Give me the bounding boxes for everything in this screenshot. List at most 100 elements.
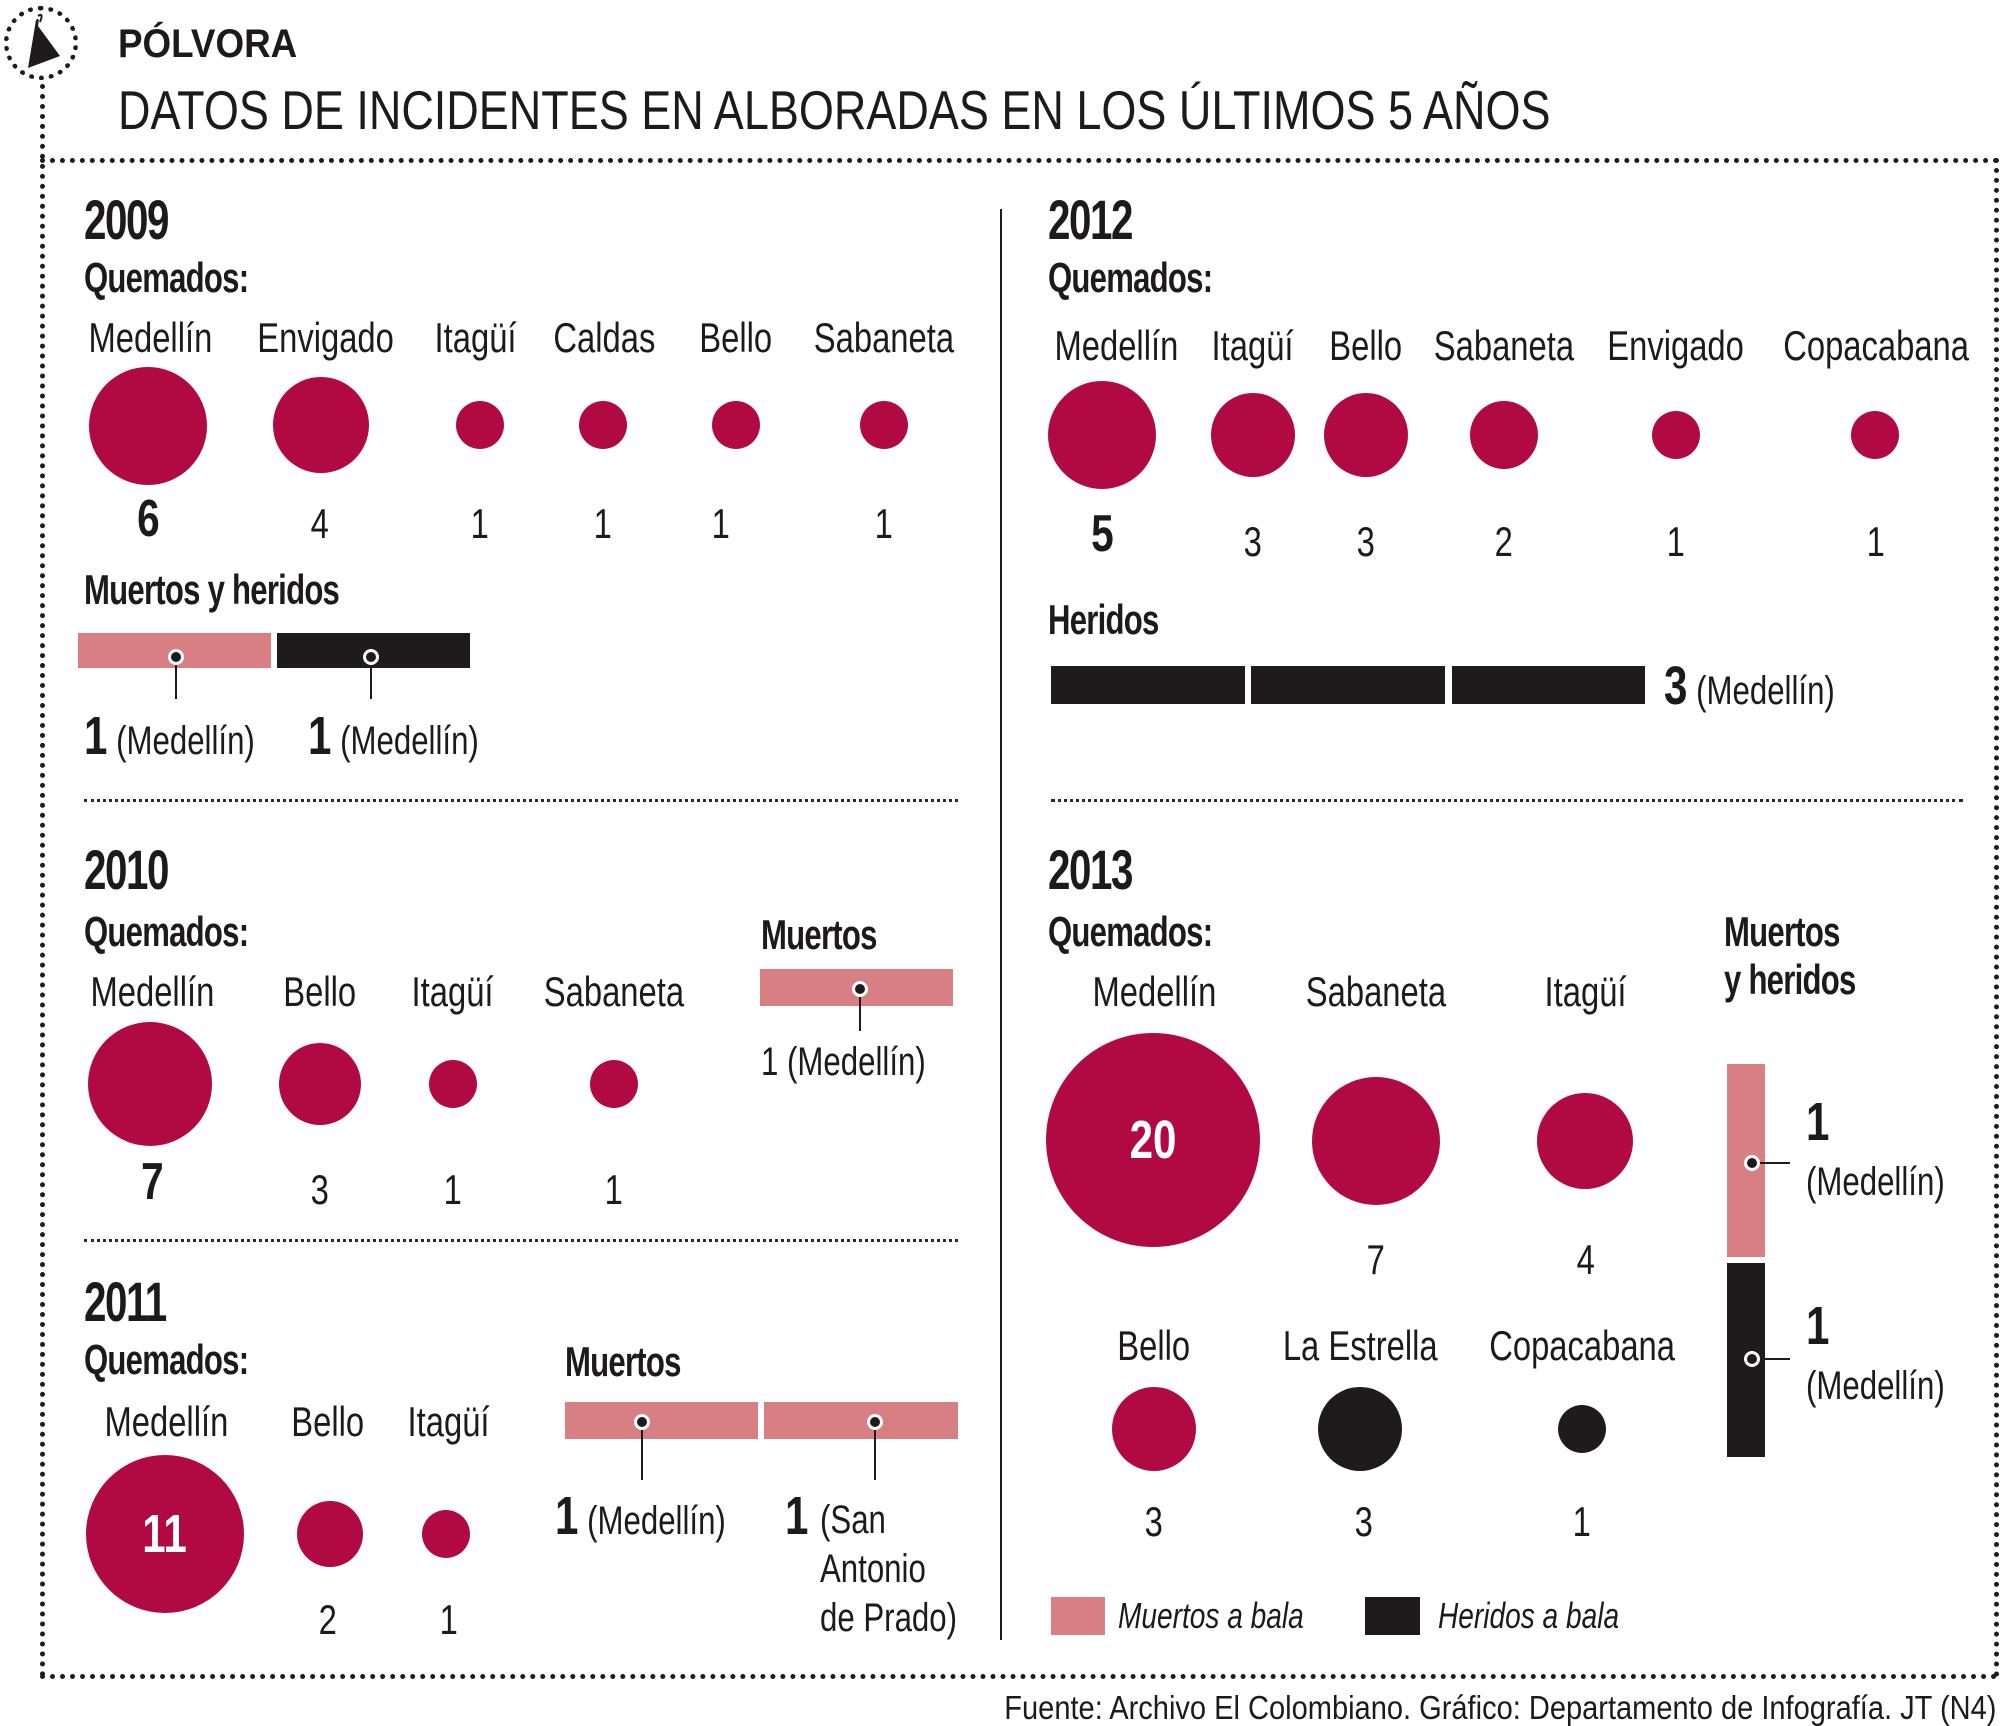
bubble-sabaneta	[1470, 401, 1538, 469]
bubble-la-estrella	[1318, 1387, 1402, 1471]
pin-line	[175, 665, 177, 699]
value-label: 3	[1144, 1498, 1164, 1545]
muertos-note: 1 (Medellín)	[555, 1486, 726, 1546]
page-title: DATOS DE INCIDENTES EN ALBORADAS EN LOS …	[118, 80, 1869, 140]
pin-line	[370, 665, 372, 699]
city-label: Bello	[1329, 322, 1403, 369]
muertos-note-san-antonio: 1	[785, 1486, 809, 1546]
bubble-medellin: 11	[86, 1455, 244, 1613]
frame-bottom	[40, 1674, 1998, 1679]
legend-swatch-heridos	[1365, 1597, 1420, 1635]
bubble-envigado	[273, 377, 369, 473]
quemados-heading: Quemados:	[1048, 908, 1213, 955]
bubble-envigado	[1652, 411, 1700, 459]
city-label: Itagüí	[412, 968, 494, 1015]
city-label: Medellín	[104, 1398, 228, 1445]
muertos-note-place: (Medellín)	[1806, 1160, 1945, 1204]
bubble-sabaneta	[1312, 1077, 1440, 1205]
column-divider	[1000, 209, 1002, 1640]
place-line: Antonio	[820, 1547, 926, 1591]
value-label: 3	[1356, 518, 1376, 565]
city-label: Medellín	[1092, 968, 1216, 1015]
bubble-itagui	[422, 1510, 470, 1558]
bubble-value: 20	[1129, 1110, 1177, 1170]
bubble-caldas	[579, 401, 627, 449]
source-text: Fuente: Archivo El Colombiano. Gráfico: …	[1003, 1689, 1996, 1726]
value-label: 1	[439, 1596, 459, 1643]
muertos-note: 1 (Medellín)	[84, 706, 255, 766]
pin-dot	[852, 981, 868, 997]
legend-label-muertos: Muertos a bala	[1118, 1595, 1304, 1636]
value-label: 1	[593, 500, 613, 547]
bubble-sabaneta	[590, 1060, 638, 1108]
value-label: 1	[1866, 518, 1886, 565]
bubble-medellin: 20	[1046, 1033, 1260, 1247]
bubble-itagui	[429, 1060, 477, 1108]
city-label: Caldas	[553, 314, 655, 361]
city-label: Itagüí	[1212, 322, 1294, 369]
year-heading: 2012	[1048, 188, 1133, 251]
city-label: Bello	[1117, 1322, 1191, 1369]
bubble-bello	[712, 401, 760, 449]
pin-line	[859, 997, 861, 1031]
heridos-note-num: 1	[1806, 1296, 1830, 1356]
heridos-note: 3 (Medellín)	[1664, 656, 1835, 716]
place-line: (San	[820, 1498, 886, 1542]
muertos-heridos-heading: y heridos	[1724, 956, 1856, 1003]
value-label: 1	[1572, 1498, 1592, 1545]
city-label: Itagüí	[1545, 968, 1627, 1015]
bubble-medellin	[88, 1022, 212, 1146]
source-footer: Fuente: Archivo El Colombiano. Gráfico: …	[869, 1690, 1996, 1726]
city-label: Medellín	[1054, 322, 1178, 369]
value-label: 1	[711, 500, 731, 547]
quemados-heading: Quemados:	[84, 256, 306, 300]
title-text: DATOS DE INCIDENTES EN ALBORADAS EN LOS …	[118, 79, 1551, 141]
heridos-note: 1 (Medellín)	[308, 706, 479, 766]
city-label: Envigado	[257, 314, 395, 361]
legend-label-heridos: Heridos a bala	[1438, 1595, 1620, 1636]
value-label: 6	[136, 490, 160, 548]
heridos-bar	[1051, 666, 1245, 704]
value-label: 4	[310, 500, 330, 547]
section-separator	[84, 1239, 958, 1242]
pin-dot	[168, 649, 184, 665]
muertos-heridos-heading: Muertos	[1724, 908, 1840, 955]
value-label: 2	[318, 1596, 338, 1643]
value-label: 1	[1666, 518, 1686, 565]
city-label: Sabaneta	[1305, 968, 1447, 1015]
frame-left-connector	[40, 84, 45, 1678]
quemados-heading: Quemados:	[84, 908, 249, 955]
quemados-heading: Quemados:	[1048, 254, 1213, 301]
section-separator	[84, 799, 958, 802]
city-label: La Estrella	[1282, 1322, 1438, 1369]
value-label: 1	[443, 1166, 463, 1213]
value-label: 2	[1494, 518, 1514, 565]
muertos-bar	[764, 1402, 958, 1439]
pin-line	[1760, 1358, 1790, 1360]
bubble-bello	[279, 1043, 361, 1125]
city-label: Copacabana	[1783, 322, 1969, 369]
value-label: 3	[310, 1166, 330, 1213]
city-label: Medellín	[90, 968, 214, 1015]
city-label: Copacabana	[1489, 1322, 1675, 1369]
city-label: Bello	[699, 314, 773, 361]
muertos-heridos-heading: Muertos y heridos	[84, 566, 340, 613]
bubble-copacabana	[1851, 411, 1899, 459]
city-label: Itagüí	[435, 314, 517, 361]
city-label: Bello	[291, 1398, 365, 1445]
bubble-sabaneta	[860, 401, 908, 449]
quemados-heading: Quemados:	[84, 1336, 249, 1383]
bubble-bello	[1324, 393, 1408, 477]
bubble-bello	[297, 1501, 363, 1567]
legend-swatch-muertos	[1051, 1597, 1105, 1635]
city-label: Envigado	[1607, 322, 1745, 369]
kicker-text: PÓLVORA	[118, 22, 298, 66]
bubble-itagui	[456, 401, 504, 449]
value-label: 1	[470, 500, 490, 547]
muertos-note-num: 1	[1806, 1092, 1830, 1152]
pin-dot	[363, 649, 379, 665]
value-label: 1	[604, 1166, 624, 1213]
city-label: Sabaneta	[1433, 322, 1575, 369]
value-label: 1	[874, 500, 894, 547]
bubble-medellin	[1048, 381, 1156, 489]
